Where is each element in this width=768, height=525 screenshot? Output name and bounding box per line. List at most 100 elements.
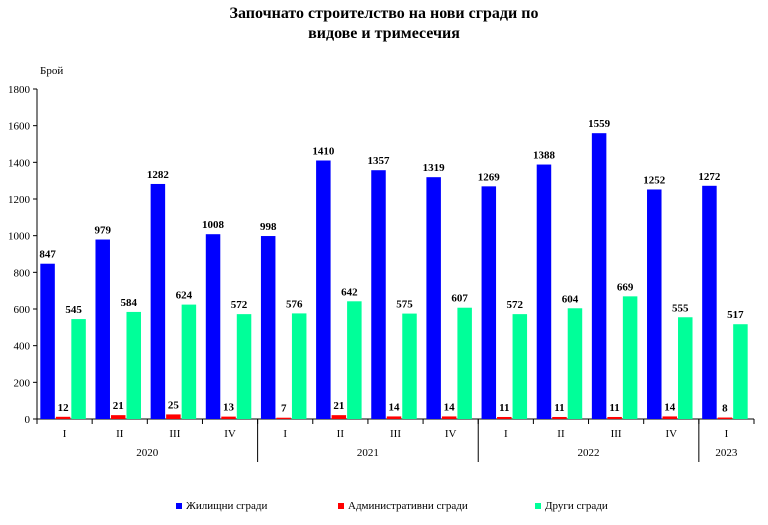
bar-other: [402, 313, 417, 419]
data-label: 21: [333, 400, 344, 412]
data-label: 11: [499, 402, 509, 414]
legend: Жилищни сгради Административни сгради Друг…: [0, 500, 768, 516]
y-tick-label: 600: [14, 304, 31, 316]
bar-residential: [40, 263, 55, 419]
chart-title-line-2: видове и тримесечия: [308, 25, 460, 42]
data-label: 572: [231, 299, 248, 311]
bar-other: [291, 313, 307, 419]
y-tick-label: 1200: [8, 194, 31, 206]
bar-residential: [150, 183, 166, 419]
bar-administrative: [55, 416, 71, 419]
x-tick-label: II: [116, 428, 124, 440]
bar-other: [733, 324, 748, 419]
year-label: 2023: [715, 447, 738, 459]
data-label: 1388: [533, 150, 556, 162]
legend-item: Жилищни сгради: [176, 500, 267, 512]
data-label: 7: [281, 403, 287, 415]
bar-other: [622, 296, 638, 419]
data-label: 25: [168, 399, 180, 411]
data-label: 555: [672, 302, 689, 314]
legend-swatch: [176, 503, 182, 509]
chart-title: Започнато строителство на нови сгради по…: [0, 4, 768, 44]
y-tick-label: 400: [14, 341, 31, 353]
data-label: 1269: [478, 171, 501, 183]
data-label: 14: [664, 401, 676, 413]
bar-administrative: [386, 416, 402, 419]
bar-administrative: [497, 416, 512, 419]
bar-administrative: [662, 416, 678, 419]
bar-residential: [481, 186, 497, 419]
y-tick-label: 200: [14, 377, 31, 389]
x-tick-label: IV: [224, 428, 236, 440]
data-label: 642: [341, 286, 358, 298]
bar-residential: [591, 133, 607, 419]
legend-label: Други сгради: [545, 500, 608, 512]
x-tick-label: III: [390, 428, 401, 440]
y-tick-label: 1000: [8, 231, 31, 243]
data-label: 13: [223, 402, 235, 414]
data-label: 1282: [147, 169, 170, 181]
bar-residential: [316, 160, 331, 419]
data-label: 1357: [368, 155, 391, 167]
bar-administrative: [607, 416, 622, 419]
bar-residential: [260, 236, 276, 419]
data-label: 572: [507, 299, 524, 311]
data-label: 8: [722, 403, 728, 415]
x-tick-label: II: [557, 428, 565, 440]
bars: [40, 133, 748, 419]
legend-item: Други сгради: [535, 500, 608, 512]
data-label: 998: [260, 221, 277, 233]
x-tick-label: II: [337, 428, 345, 440]
data-label: 847: [39, 249, 56, 261]
y-tick-label: 1600: [8, 121, 31, 133]
x-tick-label: IV: [665, 428, 677, 440]
data-label: 14: [389, 401, 401, 413]
x-tick-label: I: [63, 428, 67, 440]
data-label: 12: [58, 402, 70, 414]
bar-other: [512, 314, 528, 419]
bar-other: [126, 311, 141, 419]
data-label: 584: [120, 297, 137, 309]
data-label: 979: [94, 225, 111, 237]
y-tick-label: 800: [14, 267, 31, 279]
data-label: 14: [444, 401, 456, 413]
data-label: 1008: [202, 219, 225, 231]
bar-residential: [371, 170, 386, 419]
bar-residential: [205, 234, 221, 419]
year-label: 2020: [136, 447, 159, 459]
data-label: 21: [113, 400, 124, 412]
bar-other: [567, 308, 583, 419]
legend-item: Административни сгради: [338, 500, 468, 512]
data-labels: 847 979 1282 1008 998 1410 1357 1319 1269 1388 155…: [39, 118, 744, 415]
bar-other: [678, 317, 693, 419]
legend-swatch: [535, 503, 541, 509]
bar-administrative: [110, 415, 126, 419]
data-label: 1272: [698, 171, 721, 183]
data-label: 576: [286, 298, 303, 310]
bar-administrative: [166, 414, 181, 419]
bar-administrative: [441, 416, 457, 419]
legend-label: Административни сгради: [348, 500, 468, 512]
data-label: 545: [65, 304, 82, 316]
bar-administrative: [331, 415, 347, 419]
bar-other: [181, 304, 197, 419]
bar-residential: [536, 164, 552, 419]
x-tick-label: III: [169, 428, 180, 440]
bar-residential: [647, 189, 662, 419]
legend-label: Жилищни сгради: [186, 500, 268, 512]
bar-other: [457, 307, 472, 419]
x-tick-label: I: [725, 428, 729, 440]
data-label: 624: [176, 290, 193, 302]
data-label: 1410: [312, 146, 335, 158]
y-tick-label: 0: [25, 414, 31, 426]
data-label: 1559: [588, 118, 611, 130]
data-label: 669: [617, 281, 634, 293]
y-tick-label: 1400: [8, 157, 31, 169]
bar-other: [347, 301, 362, 419]
x-tick-label: I: [283, 428, 287, 440]
bar-residential: [426, 177, 441, 419]
data-label: 604: [562, 293, 579, 305]
y-tick-label: 1800: [8, 84, 31, 96]
y-axis-label: Брой: [40, 65, 63, 77]
